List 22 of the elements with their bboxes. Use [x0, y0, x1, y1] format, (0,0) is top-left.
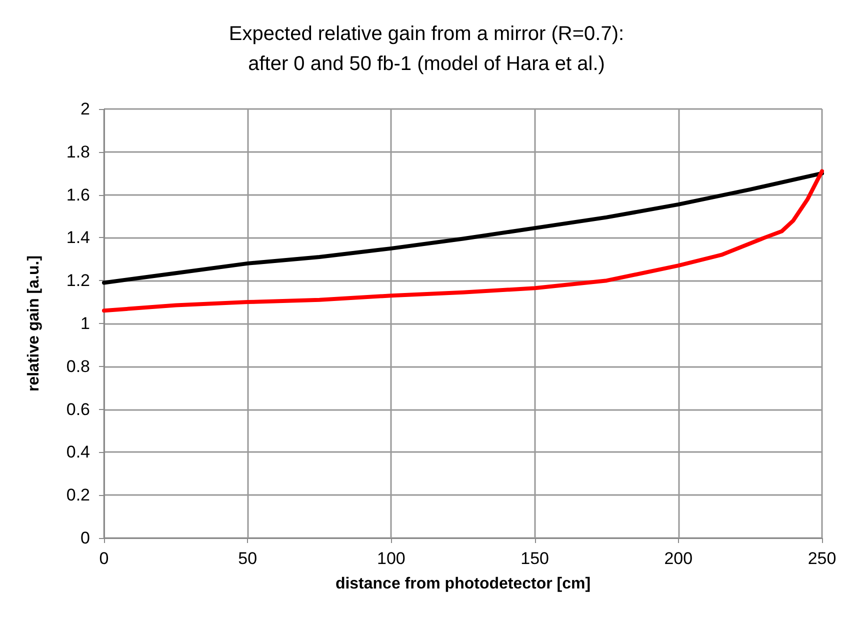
line-series	[102, 169, 824, 313]
y-tick-label: 1	[80, 314, 90, 333]
y-tick-label: 0.4	[66, 442, 90, 462]
y-tick-label: 1.8	[66, 142, 90, 162]
line-series	[102, 171, 824, 285]
y-tick-label: 1.6	[66, 185, 90, 204]
chart-title: Expected relative gain from a mirror (R=0.7): after 0 and 50 fb-1 (model of Hara et al.)	[228, 23, 624, 75]
y-tick-label: 0.6	[66, 400, 90, 419]
x-tick-label: 250	[808, 549, 836, 568]
x-tick-label: 0	[99, 549, 109, 568]
x-axis-title: distance from photodetector [cm]	[335, 576, 591, 592]
x-tick-label: 200	[664, 549, 693, 568]
y-tick-label: 2	[80, 100, 90, 118]
y-tick-label: 0.8	[66, 356, 90, 376]
x-tick-label: 50	[238, 549, 258, 568]
y-tick-label: 1.4	[66, 228, 90, 248]
x-tick-label: 150	[520, 549, 549, 568]
y-axis-title: relative gain [a.u.]	[26, 255, 42, 392]
x-tick-label: 100	[377, 549, 406, 568]
y-tick-label: 0	[80, 528, 90, 548]
y-tick-label: 1.2	[66, 271, 90, 290]
y-tick-label: 0.2	[66, 486, 90, 505]
